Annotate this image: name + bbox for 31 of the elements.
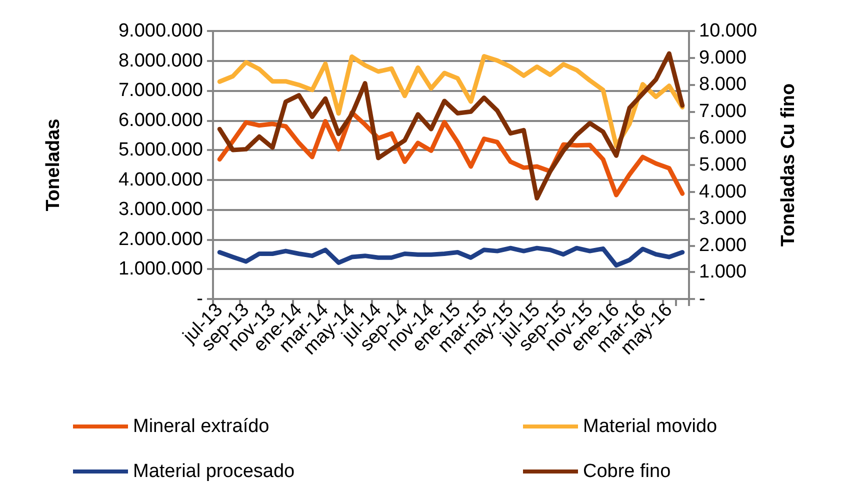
- y2-tick-label: 4.000: [699, 181, 747, 202]
- legend-label: Material movido: [583, 416, 718, 437]
- y-tick-label: 1.000.000: [118, 258, 203, 280]
- y2-axis-title: Toneladas Cu fino: [778, 83, 799, 247]
- y2-tick-label: -: [699, 288, 706, 310]
- y2-tick-label: 2.000: [699, 234, 747, 256]
- y2-tick-label: 3.000: [699, 208, 747, 230]
- y-tick-label: 7.000.000: [118, 80, 203, 102]
- y-tick-label: 9.000.000: [118, 20, 203, 42]
- y2-tick-label: 10.000: [699, 20, 758, 42]
- y2-tick-label: 8.000: [699, 74, 747, 96]
- y-tick-label: 5.000.000: [118, 140, 203, 161]
- y2-tick-label: 5.000: [699, 154, 747, 176]
- line-series: [217, 110, 685, 198]
- y-tick-label: 3.000.000: [118, 199, 203, 220]
- y2-tick-label: 6.000: [699, 128, 747, 149]
- line-series: [217, 51, 685, 200]
- y-axis-title: Toneladas: [43, 118, 64, 212]
- legend-label: Material procesado: [133, 461, 295, 482]
- y-tick-label: 8.000.000: [118, 50, 203, 72]
- y-tick-label: 2.000.000: [118, 228, 203, 250]
- y-tick-label: -: [196, 288, 203, 310]
- y2-tick-label: 1.000: [699, 262, 747, 283]
- y-tick-label: 6.000.000: [118, 110, 203, 131]
- legend-label: Mineral extraído: [133, 416, 270, 437]
- line-series: [217, 246, 685, 268]
- y-tick-label: 4.000.000: [118, 169, 203, 190]
- y2-tick-label: 7.000: [699, 100, 747, 122]
- line-series: [217, 54, 685, 148]
- legend-label: Cobre fino: [583, 461, 671, 482]
- y2-tick-label: 9.000: [699, 47, 747, 68]
